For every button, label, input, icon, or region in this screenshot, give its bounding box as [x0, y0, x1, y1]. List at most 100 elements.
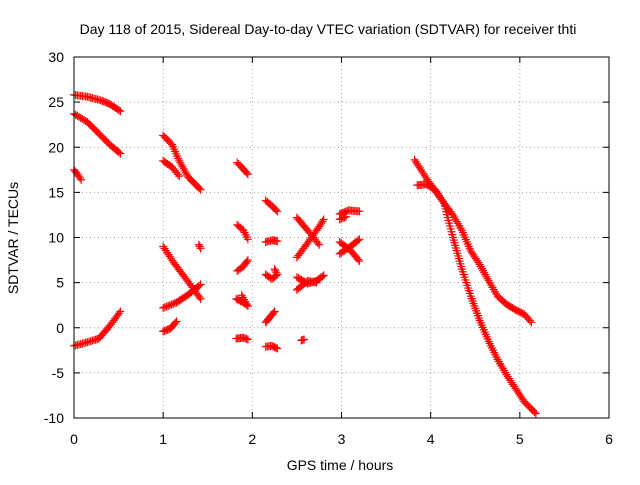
data-series-track-05: [159, 131, 205, 194]
y-axis-label: SDTVAR / TECUs: [5, 182, 21, 294]
data-series-track-09: [159, 317, 181, 336]
data-point: [273, 344, 282, 353]
x-tick-label: 5: [516, 431, 524, 447]
data-point: [195, 292, 204, 301]
data-point: [114, 106, 123, 115]
data-point: [243, 256, 252, 265]
data-point: [341, 212, 350, 221]
data-point: [353, 236, 362, 245]
data-point: [438, 197, 447, 206]
y-tick-label: -10: [44, 410, 64, 426]
data-point: [78, 114, 87, 123]
data-point: [414, 161, 423, 170]
data-series-track-12: [233, 220, 252, 244]
data-point: [242, 257, 251, 266]
data-point: [355, 256, 364, 265]
data-series-track-02: [70, 109, 125, 158]
data-point: [164, 301, 173, 310]
data-point: [273, 237, 282, 246]
data-point: [175, 156, 184, 165]
data-point: [355, 235, 364, 244]
x-tick-label: 1: [159, 431, 167, 447]
data-point: [419, 169, 428, 178]
data-point: [243, 170, 252, 179]
data-point: [272, 268, 281, 277]
data-point: [273, 207, 282, 216]
data-series-track-08: [159, 280, 205, 312]
data-point: [271, 343, 280, 352]
data-point: [195, 184, 204, 193]
data-series-track-03: [70, 165, 86, 184]
data-series-track-31: [413, 180, 540, 418]
y-tick-label: -5: [52, 365, 65, 381]
x-axis-label: GPS time / hours: [287, 457, 394, 473]
data-point: [116, 149, 125, 158]
data-point: [273, 270, 282, 279]
y-tick-label: 0: [56, 320, 64, 336]
data-point: [354, 255, 363, 264]
data-point: [169, 299, 178, 308]
data-point: [160, 244, 169, 253]
data-point: [355, 207, 364, 216]
data-series-track-15: [232, 333, 252, 344]
data-point: [181, 168, 190, 177]
data-point: [75, 173, 84, 182]
data-series-track-16: [261, 196, 282, 216]
y-tick-label: 25: [48, 94, 64, 110]
data-point: [525, 316, 534, 325]
data-point: [196, 280, 205, 289]
data-point: [527, 318, 536, 327]
data-point: [165, 252, 174, 261]
data-point: [531, 409, 540, 418]
data-point: [243, 235, 252, 244]
y-tick-label: 20: [48, 139, 64, 155]
y-tick-label: 5: [56, 275, 64, 291]
data-point: [318, 272, 327, 281]
data-point: [319, 215, 328, 224]
data-point: [75, 112, 84, 121]
y-tick-label: 15: [48, 184, 64, 200]
data-point: [176, 158, 185, 167]
data-series-track-04: [70, 307, 125, 350]
data-series-track-06: [159, 156, 184, 181]
data-point: [116, 307, 125, 316]
data-point: [178, 162, 187, 171]
data-point: [160, 303, 169, 312]
data-series-track-27: [335, 212, 350, 224]
data-series-track-10: [194, 240, 205, 253]
data-series-track-13: [233, 256, 252, 275]
data-point: [270, 307, 279, 316]
data-point: [171, 318, 180, 327]
data-point: [315, 240, 324, 249]
data-point: [479, 266, 488, 275]
data-point: [410, 155, 419, 164]
data-point: [411, 157, 420, 166]
x-tick-label: 4: [427, 431, 435, 447]
data-point: [80, 115, 89, 124]
data-point: [482, 272, 491, 281]
data-point: [271, 205, 280, 214]
data-series-track-17: [261, 236, 282, 247]
x-tick-label: 3: [338, 431, 346, 447]
data-series-track-11: [233, 158, 252, 179]
data-point: [312, 278, 321, 287]
data-point: [237, 291, 246, 300]
data-series-track-01: [70, 90, 125, 116]
data-point: [242, 168, 251, 177]
data-point: [179, 164, 188, 173]
data-point: [163, 248, 172, 257]
y-tick-label: 30: [48, 49, 64, 65]
chart-title: Day 118 of 2015, Sidereal Day-to-day VTE…: [80, 21, 577, 37]
gridlines: [74, 57, 609, 418]
data-point: [159, 303, 168, 312]
data-point: [418, 167, 427, 176]
data-point: [114, 148, 123, 157]
data-series-track-07: [159, 242, 205, 303]
data-point: [271, 266, 280, 275]
data-point: [165, 301, 174, 310]
data-point: [159, 242, 168, 251]
data-point: [313, 238, 322, 247]
data-point: [415, 163, 424, 172]
